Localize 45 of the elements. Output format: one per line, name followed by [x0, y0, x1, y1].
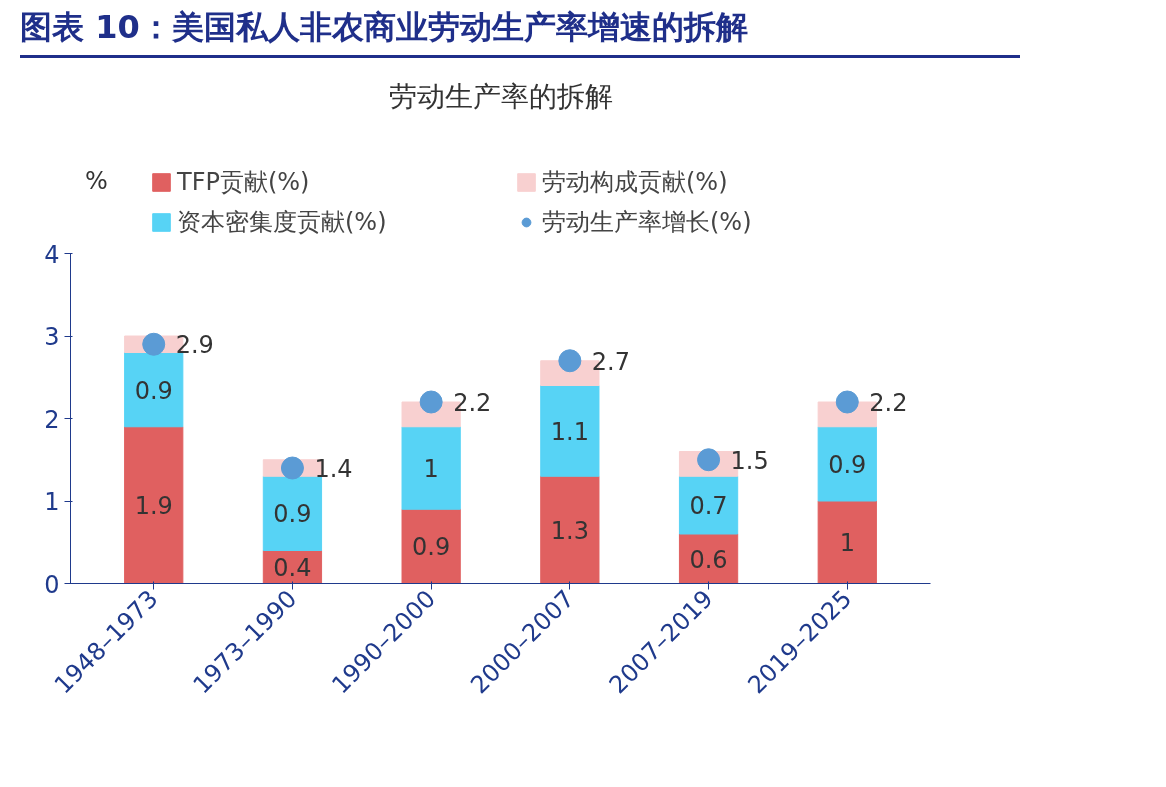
data-label: 2.2 [869, 388, 908, 417]
point [419, 390, 443, 414]
data-label: 1.4 [314, 454, 353, 483]
y-tick-label: 0 [44, 570, 60, 599]
data-label: 1 [839, 528, 855, 557]
y-tick-label: 2 [44, 405, 60, 434]
data-label: 1.5 [730, 446, 769, 475]
y-tick-label: 3 [44, 322, 60, 351]
y-tick-label: 4 [44, 240, 60, 269]
data-label: 0.9 [412, 533, 451, 562]
data-label: 0.7 [689, 491, 728, 520]
data-label: 1.9 [134, 491, 173, 520]
point [835, 390, 859, 414]
point [280, 456, 304, 480]
bar [540, 475, 600, 584]
chart-subtitle: 劳动生产率的拆解 [388, 79, 613, 113]
point [558, 348, 582, 372]
legend-label: 劳动生产率增长(%) [542, 206, 753, 238]
data-label: 2.7 [591, 347, 631, 376]
point [142, 332, 166, 356]
bar [401, 508, 461, 584]
data-label: 1.1 [550, 417, 589, 446]
bar [124, 425, 184, 584]
data-label: 0.9 [134, 376, 173, 405]
y-tick-label: 1 [44, 487, 60, 516]
data-label: 0.6 [689, 545, 728, 574]
bar [124, 351, 184, 427]
data-label: 2.2 [453, 388, 492, 417]
data-label: 1.3 [550, 516, 589, 545]
bar [678, 475, 739, 535]
data-label: 1 [423, 454, 439, 483]
legend-label: 劳动构成贡献(%) [542, 166, 729, 198]
bar [540, 384, 600, 477]
data-label: 0.4 [273, 553, 312, 582]
data-label: 0.9 [828, 450, 867, 479]
legend-label: TFP贡献(%) [177, 166, 311, 198]
bar [817, 425, 877, 502]
bar [817, 500, 877, 584]
bar [262, 475, 323, 551]
y-axis-title: % [84, 166, 108, 195]
bar [401, 425, 461, 510]
chart-title: 图表 10：美国私人非农商业劳动生产率增速的拆解 [20, 7, 748, 48]
legend-label: 资本密集度贡献(%) [177, 206, 388, 238]
data-label: 2.9 [175, 330, 214, 359]
data-label: 0.9 [273, 500, 312, 529]
